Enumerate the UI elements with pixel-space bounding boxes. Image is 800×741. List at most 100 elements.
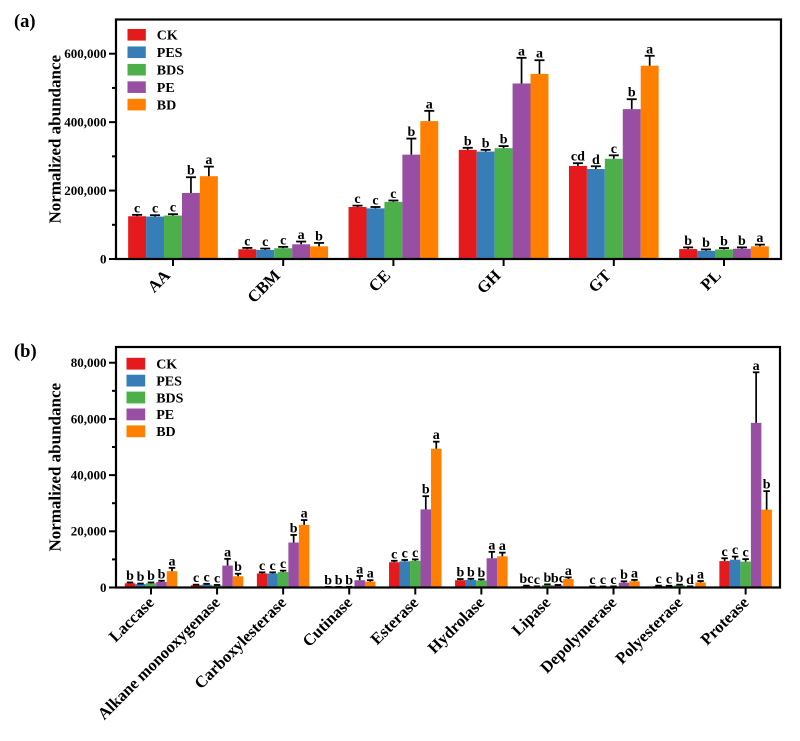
svg-text:b: b [620, 568, 628, 583]
svg-text:c: c [280, 557, 286, 572]
svg-text:c: c [743, 546, 749, 561]
svg-text:c: c [390, 187, 396, 202]
svg-text:d: d [592, 153, 600, 168]
svg-text:c: c [214, 571, 220, 586]
svg-text:PE: PE [157, 81, 175, 96]
svg-text:400,000: 400,000 [64, 115, 106, 130]
svg-text:c: c [611, 142, 617, 157]
svg-text:c: c [534, 573, 540, 588]
svg-text:b: b [315, 229, 323, 244]
svg-text:PES: PES [157, 46, 183, 61]
svg-text:c: c [732, 543, 738, 558]
svg-text:PE: PE [156, 408, 174, 423]
svg-text:40,000: 40,000 [71, 468, 107, 483]
svg-text:60,000: 60,000 [71, 411, 107, 426]
svg-text:200,000: 200,000 [64, 183, 106, 198]
svg-text:a: a [356, 562, 363, 577]
svg-text:b: b [158, 567, 166, 582]
svg-text:c: c [589, 573, 595, 588]
svg-text:a: a [631, 566, 638, 581]
svg-text:a: a [518, 44, 525, 59]
svg-text:c: c [610, 573, 616, 588]
svg-text:a: a [224, 545, 231, 560]
svg-text:a: a [499, 539, 506, 554]
svg-text:a: a [301, 507, 308, 522]
svg-text:a: a [646, 42, 653, 57]
svg-text:c: c [666, 572, 672, 587]
svg-text:c: c [152, 202, 158, 217]
svg-text:c: c [259, 559, 265, 574]
svg-text:b: b [676, 571, 684, 586]
svg-text:b: b [187, 164, 195, 179]
svg-text:(b): (b) [14, 342, 37, 362]
svg-text:a: a [433, 428, 440, 443]
svg-text:0: 0 [100, 580, 107, 595]
svg-text:20,000: 20,000 [71, 524, 107, 539]
svg-text:bc: bc [551, 571, 565, 586]
svg-text:b: b [345, 573, 353, 588]
svg-text:b: b [234, 560, 242, 575]
svg-text:b: b [147, 569, 155, 584]
svg-text:c: c [203, 570, 209, 585]
svg-text:c: c [262, 235, 268, 250]
svg-text:b: b [126, 569, 134, 584]
svg-text:b: b [467, 565, 475, 580]
svg-text:b: b [335, 573, 343, 588]
svg-text:b: b [477, 566, 485, 581]
svg-text:c: c [170, 201, 176, 216]
svg-text:a: a [205, 153, 212, 168]
svg-text:600,000: 600,000 [64, 46, 106, 61]
svg-text:b: b [137, 570, 145, 585]
svg-text:c: c [193, 571, 199, 586]
svg-text:Normalized abundance: Normalized abundance [46, 55, 65, 224]
svg-text:c: c [134, 201, 140, 216]
svg-text:c: c [280, 233, 286, 248]
svg-text:(a): (a) [14, 12, 36, 32]
svg-text:b: b [628, 86, 636, 101]
svg-text:b: b [422, 483, 430, 498]
svg-text:c: c [600, 573, 606, 588]
svg-text:b: b [456, 566, 464, 581]
svg-text:a: a [753, 359, 760, 374]
svg-text:a: a [756, 231, 763, 246]
svg-text:d: d [686, 573, 694, 588]
svg-text:a: a [488, 538, 495, 553]
svg-text:a: a [298, 228, 305, 243]
svg-text:a: a [367, 567, 374, 582]
svg-text:a: a [697, 568, 704, 583]
svg-text:BDS: BDS [156, 391, 183, 406]
svg-text:CK: CK [156, 357, 177, 372]
svg-text:c: c [354, 192, 360, 207]
svg-text:b: b [763, 478, 771, 493]
svg-text:cd: cd [571, 150, 585, 165]
svg-text:Normalized abundance: Normalized abundance [46, 383, 65, 552]
svg-text:c: c [402, 546, 408, 561]
svg-text:0: 0 [100, 251, 107, 266]
svg-text:b: b [702, 236, 710, 251]
svg-text:BD: BD [157, 98, 176, 113]
svg-text:c: c [372, 193, 378, 208]
svg-text:BDS: BDS [157, 63, 184, 78]
svg-text:PES: PES [156, 374, 182, 389]
svg-text:bc: bc [519, 572, 533, 587]
svg-text:c: c [412, 546, 418, 561]
svg-text:CK: CK [157, 29, 178, 44]
svg-text:b: b [464, 134, 472, 149]
svg-text:c: c [655, 572, 661, 587]
svg-text:BD: BD [156, 425, 175, 440]
svg-text:b: b [324, 573, 332, 588]
svg-text:c: c [722, 545, 728, 560]
svg-text:b: b [407, 125, 415, 140]
svg-text:c: c [391, 547, 397, 562]
svg-text:a: a [565, 564, 572, 579]
svg-text:c: c [244, 234, 250, 249]
svg-text:b: b [684, 234, 692, 249]
svg-text:b: b [500, 133, 508, 148]
svg-text:a: a [536, 47, 543, 62]
svg-text:b: b [738, 234, 746, 249]
svg-text:a: a [426, 97, 433, 112]
svg-text:c: c [270, 559, 276, 574]
svg-text:b: b [290, 521, 298, 536]
svg-text:80,000: 80,000 [71, 355, 107, 370]
svg-text:b: b [482, 136, 490, 151]
